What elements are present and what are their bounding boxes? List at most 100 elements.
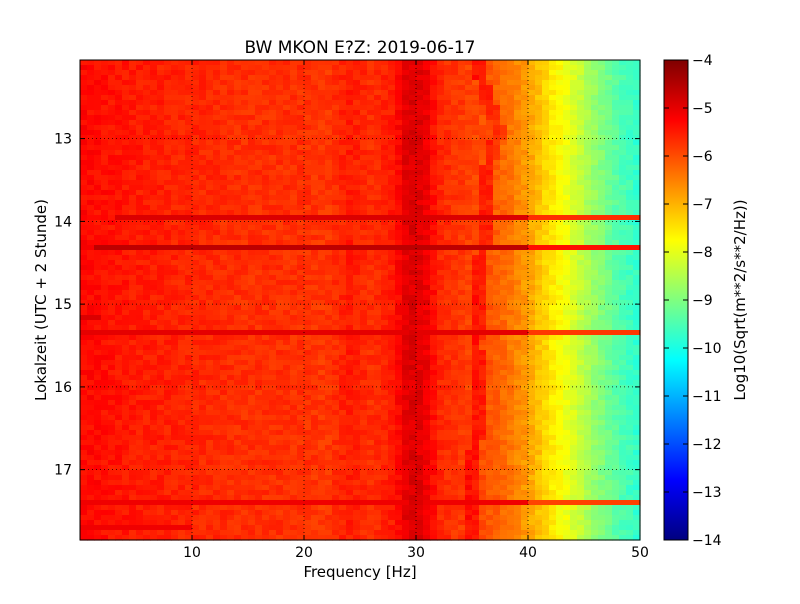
heatmap-cell bbox=[605, 120, 613, 126]
heatmap-cell bbox=[472, 230, 480, 236]
heatmap-cell bbox=[157, 85, 165, 91]
heatmap-cell bbox=[374, 365, 382, 371]
heatmap-cell bbox=[465, 325, 473, 331]
heatmap-cell bbox=[591, 90, 599, 96]
heatmap-cell bbox=[101, 80, 109, 86]
heatmap-cell bbox=[430, 120, 438, 126]
heatmap-cell bbox=[493, 95, 501, 101]
heatmap-cell bbox=[451, 355, 459, 361]
heatmap-cell bbox=[80, 65, 88, 71]
heatmap-cell bbox=[346, 310, 354, 316]
heatmap-cell bbox=[430, 200, 438, 206]
heatmap-cell bbox=[108, 230, 116, 236]
heatmap-cell bbox=[353, 315, 361, 321]
heatmap-cell bbox=[332, 225, 340, 231]
heatmap-cell bbox=[612, 265, 620, 271]
heatmap-cell bbox=[626, 345, 634, 351]
heatmap-cell bbox=[402, 105, 410, 111]
heatmap-cell bbox=[451, 255, 459, 261]
heatmap-cell bbox=[346, 325, 354, 331]
heatmap-cell bbox=[185, 125, 193, 131]
heatmap-cell bbox=[577, 320, 585, 326]
heatmap-cell bbox=[115, 295, 123, 301]
heatmap-cell bbox=[150, 165, 158, 171]
heatmap-cell bbox=[325, 335, 333, 341]
heatmap-cell bbox=[619, 130, 627, 136]
heatmap-cell bbox=[528, 65, 536, 71]
heatmap-cell bbox=[157, 90, 165, 96]
heatmap-cell bbox=[192, 355, 200, 361]
heatmap-cell bbox=[346, 180, 354, 186]
heatmap-cell bbox=[143, 80, 151, 86]
heatmap-cell bbox=[556, 285, 564, 291]
heatmap-cell bbox=[521, 145, 529, 151]
heatmap-cell bbox=[633, 125, 641, 131]
heatmap-cell bbox=[199, 205, 207, 211]
heatmap-cell bbox=[626, 295, 634, 301]
heatmap-cell bbox=[262, 335, 270, 341]
heatmap-cell bbox=[605, 330, 613, 336]
heatmap-cell bbox=[423, 160, 431, 166]
heatmap-cell bbox=[325, 80, 333, 86]
heatmap-cell bbox=[346, 250, 354, 256]
heatmap-cell bbox=[570, 100, 578, 106]
heatmap-cell bbox=[528, 285, 536, 291]
heatmap-cell bbox=[311, 120, 319, 126]
heatmap-cell bbox=[220, 285, 228, 291]
heatmap-cell bbox=[367, 280, 375, 286]
heatmap-cell bbox=[318, 180, 326, 186]
heatmap-cell bbox=[80, 295, 88, 301]
heatmap-cell bbox=[311, 230, 319, 236]
heatmap-cell bbox=[416, 90, 424, 96]
heatmap-cell bbox=[87, 335, 95, 341]
heatmap-cell bbox=[269, 60, 277, 66]
heatmap-cell bbox=[241, 295, 249, 301]
heatmap-cell bbox=[108, 130, 116, 136]
heatmap-cell bbox=[262, 350, 270, 356]
heatmap-cell bbox=[157, 275, 165, 281]
heatmap-cell bbox=[535, 205, 543, 211]
heatmap-cell bbox=[633, 245, 641, 251]
heatmap-cell bbox=[122, 280, 130, 286]
heatmap-cell bbox=[297, 185, 305, 191]
heatmap-cell bbox=[192, 330, 200, 336]
heatmap-cell bbox=[304, 335, 312, 341]
heatmap-cell bbox=[164, 220, 172, 226]
heatmap-cell bbox=[192, 60, 200, 66]
heatmap-cell bbox=[374, 195, 382, 201]
heatmap-cell bbox=[549, 290, 557, 296]
heatmap-cell bbox=[150, 310, 158, 316]
heatmap-cell bbox=[199, 115, 207, 121]
heatmap-cell bbox=[220, 280, 228, 286]
heatmap-cell bbox=[535, 255, 543, 261]
heatmap-cell bbox=[605, 210, 613, 216]
heatmap-cell bbox=[563, 295, 571, 301]
heatmap-cell bbox=[528, 245, 536, 251]
heatmap-cell bbox=[255, 350, 263, 356]
heatmap-cell bbox=[115, 140, 123, 146]
heatmap-cell bbox=[192, 210, 200, 216]
heatmap-cell bbox=[94, 205, 102, 211]
heatmap-cell bbox=[339, 165, 347, 171]
heatmap-cell bbox=[290, 190, 298, 196]
heatmap-cell bbox=[115, 125, 123, 131]
heatmap-cell bbox=[619, 320, 627, 326]
heatmap-cell bbox=[521, 220, 529, 226]
heatmap-cell bbox=[241, 265, 249, 271]
heatmap-cell bbox=[437, 330, 445, 336]
heatmap-cell bbox=[598, 205, 606, 211]
heatmap-cell bbox=[276, 140, 284, 146]
heatmap-cell bbox=[332, 150, 340, 156]
heatmap-cell bbox=[423, 180, 431, 186]
heatmap-cell bbox=[535, 75, 543, 81]
heatmap-cell bbox=[500, 200, 508, 206]
heatmap-cell bbox=[269, 270, 277, 276]
heatmap-cell bbox=[570, 325, 578, 331]
heatmap-cell bbox=[213, 100, 221, 106]
heatmap-cell bbox=[486, 355, 494, 361]
heatmap-cell bbox=[150, 250, 158, 256]
heatmap-cell bbox=[584, 60, 592, 66]
heatmap-cell bbox=[234, 75, 242, 81]
heatmap-cell bbox=[514, 305, 522, 311]
heatmap-cell bbox=[150, 185, 158, 191]
